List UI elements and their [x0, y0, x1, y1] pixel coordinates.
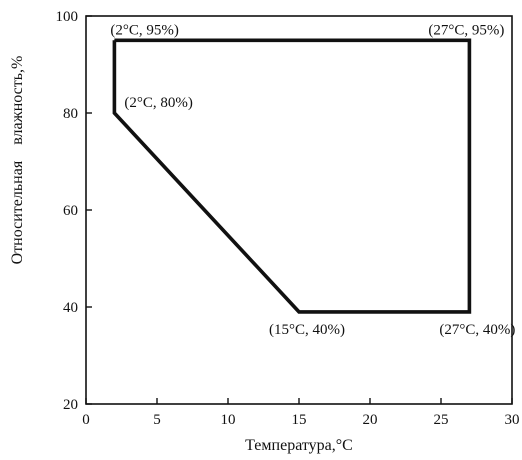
y-axis-title: Относительная влажность,% [9, 56, 26, 265]
point-label: (2°C, 95%) [110, 22, 178, 38]
x-tick-label: 30 [505, 412, 520, 428]
point-annotations: (2°C, 95%) (27°C, 95%) (2°C, 80%) (15°C, 40… [110, 22, 515, 338]
x-tick-label: 10 [221, 412, 236, 428]
axis-ticks: 0 5 10 15 20 25 30 20 40 60 80 100 [56, 9, 520, 428]
y-tick-label: 100 [56, 9, 79, 25]
plot-frame [85, 15, 513, 405]
x-axis-title: Температура,°С [245, 437, 353, 454]
y-tick-label: 40 [63, 300, 78, 316]
y-tick-label: 20 [63, 397, 78, 413]
x-tick-label: 5 [153, 412, 161, 428]
x-tick-label: 25 [434, 412, 449, 428]
x-tick-label: 15 [292, 412, 307, 428]
y-tick-label: 80 [63, 106, 78, 122]
humidity-temperature-region [112, 38, 472, 314]
point-label: (27°C, 40%) [439, 322, 515, 338]
y-tick-label: 60 [63, 203, 78, 219]
point-label: (15°C, 40%) [269, 322, 345, 338]
x-tick-label: 20 [363, 412, 378, 428]
x-tick-label: 0 [82, 412, 90, 428]
point-label: (27°C, 95%) [428, 22, 504, 38]
point-label: (2°C, 80%) [124, 95, 192, 111]
